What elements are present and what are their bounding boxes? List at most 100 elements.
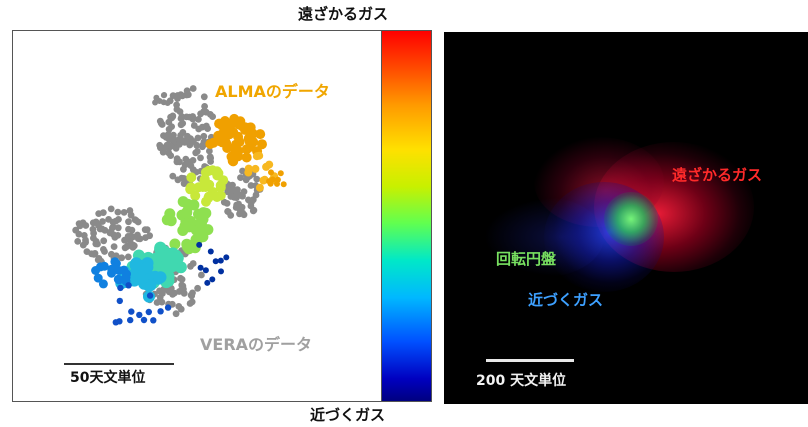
alma-spot xyxy=(116,297,124,305)
alma-spot xyxy=(215,180,226,191)
alma-spot xyxy=(209,276,216,283)
vera-spot xyxy=(74,238,82,245)
vera-spot xyxy=(192,149,200,157)
vera-spot xyxy=(110,231,117,239)
alma-spot xyxy=(127,316,134,324)
vera-spot xyxy=(197,154,204,162)
vera-spot xyxy=(193,141,201,149)
vera-spot xyxy=(92,218,100,226)
alma-spot xyxy=(114,275,124,285)
alma-spot xyxy=(195,226,207,238)
alma-spot xyxy=(119,265,129,275)
vera-spot xyxy=(203,122,210,130)
vera-spot xyxy=(172,144,180,152)
alma-data-label: ALMAのデータ xyxy=(215,82,330,101)
vera-spot xyxy=(181,161,189,169)
vera-spot xyxy=(171,289,178,297)
alma-spot xyxy=(154,271,167,284)
vera-spot xyxy=(89,225,97,233)
alma-spot xyxy=(234,119,245,130)
alma-spot xyxy=(280,181,287,188)
alma-spot xyxy=(185,184,196,195)
vera-spot xyxy=(200,108,208,116)
vera-spot xyxy=(253,175,261,183)
alma-spot xyxy=(204,279,211,286)
vera-spot xyxy=(107,205,115,213)
vera-spot xyxy=(179,137,187,145)
vera-spot xyxy=(206,153,214,161)
alma-spot xyxy=(274,180,280,187)
vera-spot xyxy=(232,192,240,199)
alma-spot xyxy=(203,165,214,176)
scatter-plot xyxy=(72,85,287,326)
alma-spot xyxy=(136,271,149,284)
alma-spot xyxy=(197,264,204,271)
alma-spot xyxy=(244,164,253,173)
vera-spot xyxy=(173,106,181,113)
vera-spot xyxy=(169,134,177,141)
alma-spot xyxy=(207,248,214,255)
alma-spot xyxy=(174,261,187,274)
vera-spot xyxy=(79,241,87,249)
alma-spot xyxy=(125,282,132,289)
vera-spot xyxy=(189,113,197,120)
vera-spot xyxy=(94,240,101,248)
vera-data-label: VERAのデータ xyxy=(200,335,313,354)
vera-spot xyxy=(165,125,173,133)
vera-spot xyxy=(183,87,191,95)
vera-spot xyxy=(232,204,240,211)
alma-spot xyxy=(223,254,230,261)
alma-spot xyxy=(107,268,116,278)
alma-spot xyxy=(199,175,210,186)
vera-spot xyxy=(123,243,131,251)
alma-spot xyxy=(203,192,214,203)
alma-spot xyxy=(208,137,219,148)
vera-spot xyxy=(186,300,194,307)
alma-spot xyxy=(99,261,109,271)
alma-spot xyxy=(140,316,148,324)
vera-spot xyxy=(167,152,175,159)
vera-spot xyxy=(179,92,186,100)
vera-spot xyxy=(237,174,244,182)
moment-map-panel: 遠ざかるガス 回転円盤 近づくガス 200 天文単位 xyxy=(444,32,808,404)
alma-spot xyxy=(255,183,264,192)
vera-spot xyxy=(189,260,197,267)
alma-spot xyxy=(197,207,209,219)
scale-label-right: 200 天文単位 xyxy=(476,373,567,389)
alma-spot xyxy=(268,169,274,176)
alma-spot xyxy=(269,176,276,183)
alma-spot xyxy=(181,241,193,253)
vera-spot xyxy=(190,122,198,129)
vera-spot xyxy=(115,216,122,223)
vera-spot xyxy=(206,147,213,155)
alma-spot xyxy=(112,319,120,326)
vera-spot xyxy=(130,242,138,250)
alma-spot xyxy=(179,220,191,232)
vera-spot xyxy=(195,116,202,123)
vera-spot xyxy=(189,157,197,164)
vera-spot xyxy=(227,211,235,219)
vera-spot xyxy=(239,192,246,200)
vera-spot xyxy=(238,203,246,211)
alma-spot xyxy=(212,258,219,265)
vera-spot xyxy=(175,303,183,310)
vera-spot xyxy=(153,299,161,306)
alma-spot xyxy=(181,207,192,219)
scale-label-left: 50天文単位 xyxy=(70,370,146,386)
vera-spot xyxy=(178,113,186,120)
vera-spot xyxy=(124,233,132,240)
vera-spot xyxy=(172,310,180,318)
vera-spot xyxy=(198,271,205,279)
vera-spot xyxy=(100,246,107,253)
alma-spot xyxy=(150,317,157,324)
vera-spot xyxy=(109,218,117,226)
alma-spot xyxy=(277,170,284,177)
approaching-gas-label: 近づくガス xyxy=(528,291,604,309)
alma-spot xyxy=(252,152,261,161)
vera-spot xyxy=(178,286,185,294)
colorbar-bottom-label: 近づくガス xyxy=(310,406,386,424)
vera-spot xyxy=(99,209,107,217)
vera-spot xyxy=(83,248,91,256)
vera-spot xyxy=(156,294,164,301)
vera-spot xyxy=(177,121,185,129)
